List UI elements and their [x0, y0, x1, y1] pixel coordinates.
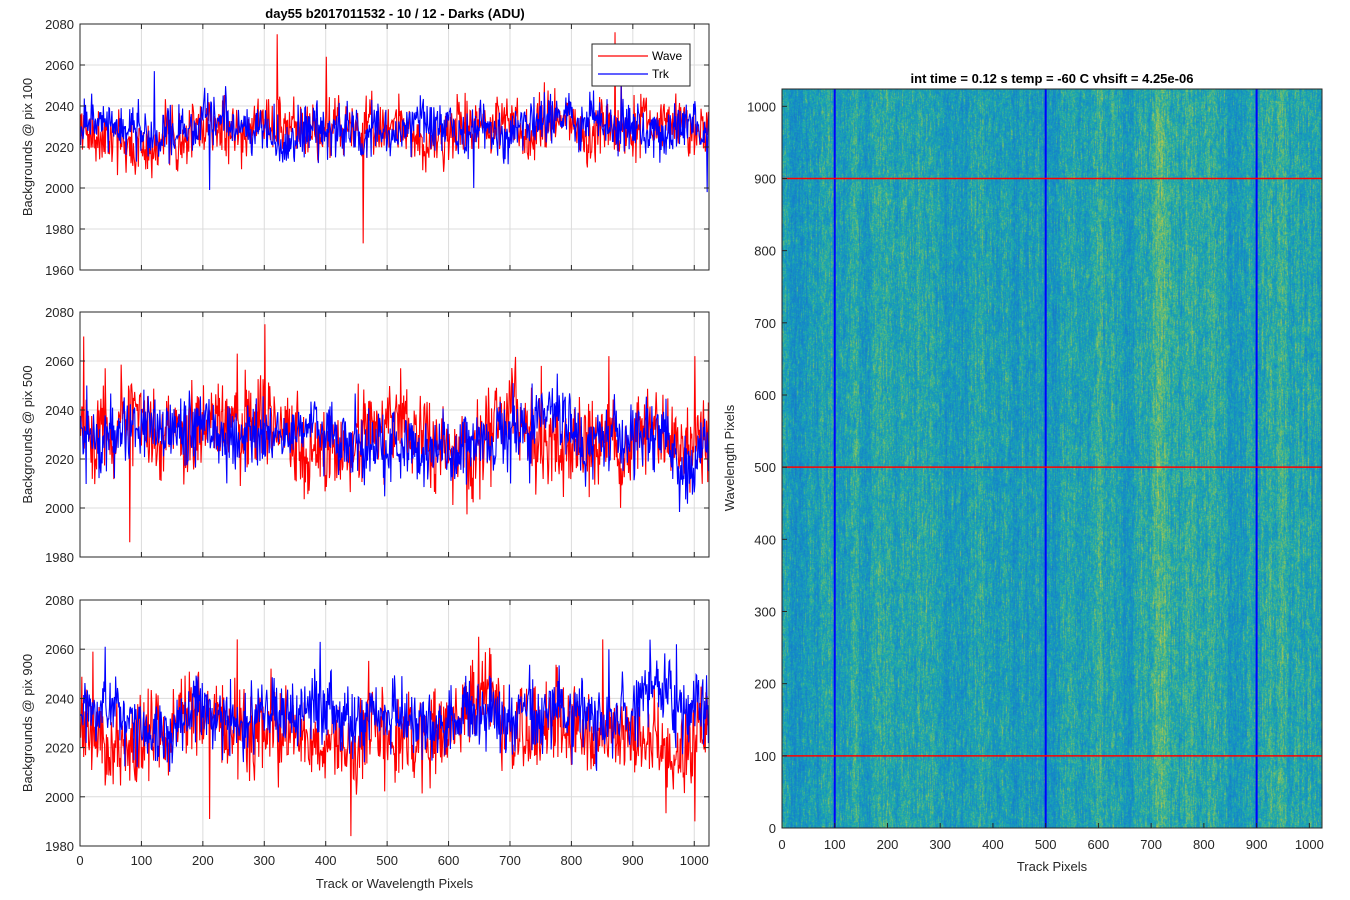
heatmap-y-tick-label: 500 — [754, 460, 776, 475]
heatmap-x-tick-label: 100 — [824, 837, 846, 852]
legend-entry: Wave — [652, 49, 683, 63]
x-tick-label: 300 — [253, 853, 275, 868]
x-tick-label: 1000 — [680, 853, 709, 868]
y-tick-label: 2080 — [45, 17, 74, 32]
y-tick-label: 2040 — [45, 403, 74, 418]
heatmap-x-tick-label: 700 — [1140, 837, 1162, 852]
heatmap-x-axis-label: Track Pixels — [1017, 859, 1088, 874]
y-tick-label: 2080 — [45, 593, 74, 608]
x-tick-label: 100 — [131, 853, 153, 868]
y-tick-label: 1980 — [45, 839, 74, 854]
x-tick-label: 900 — [622, 853, 644, 868]
y-tick-label: 2060 — [45, 58, 74, 73]
series-line-wave — [80, 32, 709, 244]
series-line-trk — [80, 639, 709, 772]
heatmap-y-tick-label: 100 — [754, 749, 776, 764]
x-tick-label: 0 — [76, 853, 83, 868]
heatmap-y-tick-label: 700 — [754, 316, 776, 331]
y-tick-label: 2000 — [45, 790, 74, 805]
y-tick-label: 2000 — [45, 501, 74, 516]
heatmap-x-tick-label: 900 — [1246, 837, 1268, 852]
heatmap-x-tick-label: 1000 — [1295, 837, 1324, 852]
x-tick-label: 700 — [499, 853, 521, 868]
heatmap-y-tick-label: 300 — [754, 604, 776, 619]
heatmap-y-tick-label: 600 — [754, 388, 776, 403]
heatmap-x-tick-label: 500 — [1035, 837, 1057, 852]
heatmap-x-tick-label: 600 — [1088, 837, 1110, 852]
heatmap-axes-box — [781, 88, 1323, 829]
heatmap-y-tick-label: 800 — [754, 244, 776, 259]
heatmap-plot: int time = 0.12 s temp = -60 C vhsift = … — [722, 71, 1324, 874]
x-tick-label: 800 — [561, 853, 583, 868]
y-axis-label: Backgrounds @ pix 900 — [20, 654, 35, 792]
heatmap-x-tick-label: 200 — [877, 837, 899, 852]
x-tick-label: 400 — [315, 853, 337, 868]
y-tick-label: 1980 — [45, 550, 74, 565]
axes-box — [79, 599, 710, 847]
y-tick-label: 2080 — [45, 305, 74, 320]
y-tick-label: 2060 — [45, 642, 74, 657]
heatmap-y-tick-label: 200 — [754, 677, 776, 692]
figure-title: day55 b2017011532 - 10 / 12 - Darks (ADU… — [265, 6, 524, 21]
axes-box — [79, 311, 710, 558]
line-plot-pix-100: 1960 1980 2000 2020 2040 2060 2080 Backgrounds … — [20, 17, 710, 278]
y-axis-label: Backgrounds @ pix 100 — [20, 78, 35, 216]
x-tick-label: 200 — [192, 853, 214, 868]
y-tick-label: 2020 — [45, 741, 74, 756]
heatmap-y-axis-label: Wavelength Pixels — [722, 404, 737, 511]
y-tick-label: 2040 — [45, 691, 74, 706]
y-tick-label: 2000 — [45, 181, 74, 196]
y-tick-label: 1960 — [45, 263, 74, 278]
heatmap-x-tick-label: 300 — [929, 837, 951, 852]
y-tick-label: 1980 — [45, 222, 74, 237]
x-axis-label: Track or Wavelength Pixels — [316, 876, 474, 891]
y-tick-label: 2060 — [45, 354, 74, 369]
x-tick-label: 600 — [438, 853, 460, 868]
series-line-wave — [80, 636, 709, 837]
legend: Wave Trk — [591, 43, 691, 87]
y-tick-label: 2040 — [45, 99, 74, 114]
heatmap-x-tick-label: 400 — [982, 837, 1004, 852]
heatmap-x-tick-label: 800 — [1193, 837, 1215, 852]
series-line-trk — [80, 71, 709, 193]
line-plot-pix-900: 0 100 200 300 400 500 600 700 800 900 1000 1980 2000… — [20, 593, 710, 891]
heatmap-y-tick-label: 900 — [754, 171, 776, 186]
heatmap-title: int time = 0.12 s temp = -60 C vhsift = … — [911, 71, 1194, 86]
y-tick-label: 2020 — [45, 140, 74, 155]
line-plot-pix-500: 1980 2000 2020 2040 2060 2080 Backgrounds @ pi… — [20, 305, 710, 565]
heatmap-image — [782, 89, 1322, 828]
series-line-trk — [80, 373, 709, 512]
x-tick-label: 500 — [376, 853, 398, 868]
legend-entry: Trk — [652, 67, 670, 81]
heatmap-y-tick-label: 1000 — [747, 99, 776, 114]
heatmap-y-tick-label: 0 — [769, 821, 776, 836]
y-tick-label: 2020 — [45, 452, 74, 467]
heatmap-y-tick-label: 400 — [754, 532, 776, 547]
heatmap-x-tick-label: 0 — [778, 837, 785, 852]
y-axis-label: Backgrounds @ pix 500 — [20, 365, 35, 503]
